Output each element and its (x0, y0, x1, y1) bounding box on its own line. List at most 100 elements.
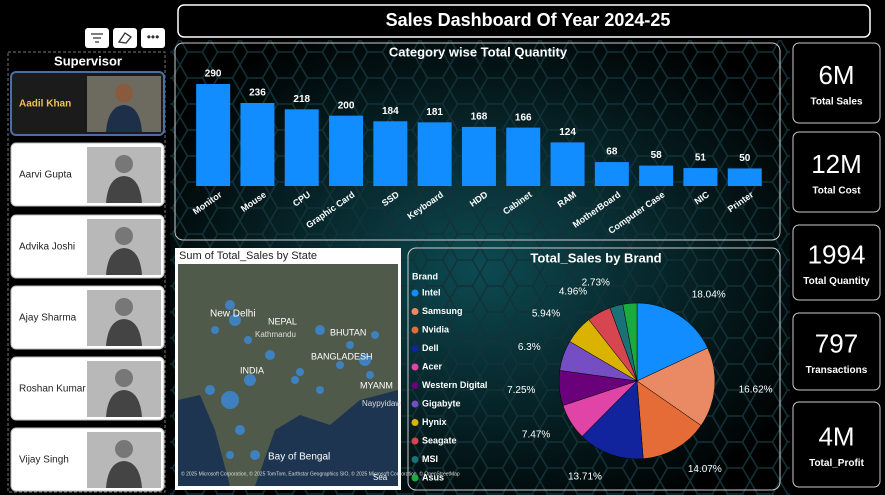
map-bubble (250, 450, 260, 460)
photo-body (106, 248, 142, 275)
map-bubble (244, 336, 252, 344)
pie-slice (622, 302, 638, 382)
data-label: 68 (606, 147, 618, 158)
map-bubble (205, 385, 215, 395)
data-label: 236 (249, 88, 266, 99)
pie-slice (636, 347, 716, 426)
map-bubble (371, 331, 379, 339)
kpi-card (792, 401, 881, 488)
data-label: 14.07% (688, 464, 722, 475)
map-bubble (211, 326, 219, 334)
bar (284, 109, 319, 186)
data-label: 51 (695, 153, 707, 164)
map-bubble (235, 425, 245, 435)
data-label: 58 (651, 150, 663, 161)
data-label: 4.96% (559, 287, 587, 298)
data-label: 6.3% (518, 342, 541, 353)
map-sea (178, 390, 398, 486)
photo-head (115, 369, 133, 387)
map-bubble (296, 368, 304, 376)
map-bubble (244, 374, 256, 386)
data-label: 16.62% (739, 384, 773, 395)
legend-swatch (411, 326, 419, 334)
kpi-value: 1994 (808, 239, 866, 269)
kpi-card (792, 131, 881, 213)
supervisor-name: Ajay Sharma (19, 313, 77, 324)
legend-swatch (411, 400, 419, 408)
legend-label: Seagate (422, 435, 457, 445)
bar (639, 165, 674, 186)
bar (594, 162, 629, 186)
map-bubble (366, 371, 374, 379)
legend-label: Samsung (422, 306, 463, 316)
legend-label: Nvidia (422, 324, 450, 334)
pie-panel (407, 247, 781, 491)
map-chart: Sum of Total_Sales by State New Delhi NEPA… (178, 250, 460, 486)
legend-swatch (411, 456, 419, 463)
kpi-value: 12M (811, 149, 862, 179)
kpi-value: 4M (818, 421, 854, 451)
data-label: 218 (293, 94, 310, 105)
map-bubble (226, 451, 234, 459)
chart-title: Total_Sales by Brand (530, 250, 661, 265)
photo-head (115, 84, 133, 102)
kpi-label: Total Sales (810, 97, 862, 108)
data-label: 181 (426, 107, 443, 118)
bar (727, 168, 762, 186)
kpi-label: Total_Profit (809, 458, 864, 469)
data-label: 13.71% (568, 471, 602, 482)
legend-label: Western Digital (422, 380, 487, 390)
legend-swatch (411, 382, 419, 389)
bar (240, 102, 275, 186)
map-bubble (225, 300, 235, 310)
data-label: 7.25% (507, 385, 535, 396)
pie-slice (636, 302, 708, 382)
data-label: 200 (338, 100, 355, 111)
map-attribution: © 2025 Microsoft Corporation, © 2025 Tom… (181, 470, 460, 477)
bar (461, 126, 496, 186)
map-label: Sea (373, 473, 388, 482)
legend-swatch (411, 474, 419, 482)
filter-glyph (91, 33, 103, 43)
pie-slice (636, 380, 702, 460)
supervisor-name: Advika Joshi (19, 242, 75, 253)
kpi-card (792, 224, 881, 301)
map-label: BANGLADESH (311, 351, 373, 361)
map-label: Kathmandu (255, 330, 296, 339)
chart-title: Sum of Total_Sales by State (179, 250, 317, 262)
clear-icon[interactable] (113, 28, 137, 48)
map-label: MYANM (360, 380, 393, 390)
data-label: 5.94% (532, 309, 560, 320)
map-label: NEPAL (268, 316, 297, 326)
bar (506, 127, 541, 186)
photo-body (106, 461, 142, 488)
data-label: 18.04% (692, 290, 726, 301)
map-bubble (346, 341, 354, 349)
bar (373, 121, 408, 186)
map-label: New Delhi (210, 309, 256, 320)
map-bubble (221, 391, 239, 409)
supervisor-name: Vijay Singh (19, 455, 69, 466)
supervisor-name: Aarvi Gupta (19, 170, 72, 181)
bar (196, 84, 231, 186)
pie-slice (581, 380, 644, 460)
pie-chart: Total_Sales by Brand Brand Intel Samsung Nvi… (411, 250, 773, 482)
legend-swatch (411, 419, 419, 426)
legend-title: Brand (412, 271, 438, 281)
data-label: 290 (205, 69, 222, 80)
data-label: 7.47% (522, 429, 550, 440)
eraser-glyph (117, 32, 132, 44)
bar (683, 168, 718, 186)
kpi-value: 797 (815, 328, 858, 358)
bar (417, 122, 452, 186)
supervisor-name: Aadil Khan (19, 99, 71, 110)
legend-swatch (411, 308, 419, 315)
map-label: Naypyidaw (362, 399, 401, 408)
legend-label: Dell (422, 343, 439, 353)
kpi-cards: 6M Total Sales 12M Total Cost 1994 Total Quan… (792, 42, 881, 488)
more-icon[interactable] (141, 28, 165, 48)
map-label: INDIA (240, 365, 264, 375)
more-glyph: ••• (147, 30, 160, 44)
